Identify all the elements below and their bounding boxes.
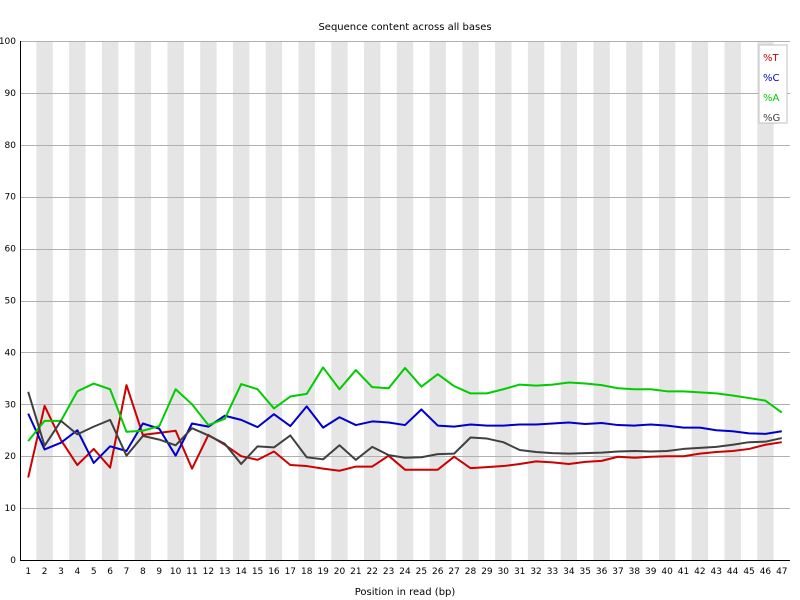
x-tick-label: 20 bbox=[334, 567, 346, 577]
band bbox=[167, 41, 184, 560]
chart-title: Sequence content across all bases bbox=[318, 22, 491, 33]
x-tick-label: 7 bbox=[124, 567, 130, 577]
band bbox=[691, 41, 709, 560]
x-tick-label: 25 bbox=[416, 567, 427, 577]
x-tick-label: 32 bbox=[530, 567, 541, 577]
x-tick-label: 5 bbox=[91, 567, 97, 577]
band bbox=[560, 41, 578, 560]
band bbox=[69, 41, 86, 560]
x-tick-label: 3 bbox=[58, 567, 64, 577]
x-tick-label: 8 bbox=[140, 567, 146, 577]
band bbox=[757, 41, 774, 560]
band bbox=[495, 41, 512, 560]
x-tick-label: 37 bbox=[612, 567, 623, 577]
band bbox=[658, 41, 676, 560]
series-line-pct-a bbox=[27, 366, 783, 442]
y-tick-label: 0 bbox=[10, 556, 16, 566]
legend-box bbox=[758, 44, 788, 124]
x-tick-label: 6 bbox=[107, 567, 113, 577]
band bbox=[298, 41, 315, 560]
series-lines bbox=[27, 366, 783, 478]
band bbox=[331, 41, 348, 560]
x-tick-label: 14 bbox=[235, 567, 247, 577]
x-tick-label: 38 bbox=[629, 567, 641, 577]
x-tick-label: 10 bbox=[170, 567, 182, 577]
y-tick-labels: 0 10 20 30 40 50 60 70 80 90 100 bbox=[0, 37, 16, 566]
x-tick-label: 1 bbox=[25, 567, 31, 577]
band bbox=[724, 41, 741, 560]
band bbox=[364, 41, 381, 560]
x-tick-label: 41 bbox=[678, 567, 689, 577]
y-tick-label: 40 bbox=[5, 348, 17, 358]
legend-entry: %T bbox=[763, 53, 780, 64]
y-tick-label: 60 bbox=[5, 245, 17, 255]
x-tick-label: 30 bbox=[498, 567, 510, 577]
legend: %T %C %A %G bbox=[758, 44, 788, 124]
legend-entry: %A bbox=[763, 93, 780, 104]
band bbox=[429, 41, 446, 560]
x-tick-label: 17 bbox=[285, 567, 296, 577]
x-tick-labels: 1 2 3 4 5 6 7 8 9 10 11 12 13 14 15 16 17 18 19 20 21 22 23 24 2… bbox=[25, 567, 787, 577]
x-tick-label: 44 bbox=[727, 567, 739, 577]
x-tick-label: 12 bbox=[203, 567, 214, 577]
x-tick-label: 9 bbox=[156, 567, 162, 577]
band bbox=[232, 41, 250, 560]
x-tick-label: 15 bbox=[252, 567, 263, 577]
band bbox=[200, 41, 217, 560]
x-tick-label: 34 bbox=[563, 567, 575, 577]
legend-entry: %G bbox=[763, 113, 780, 124]
x-tick-label: 2 bbox=[42, 567, 48, 577]
x-tick-label: 43 bbox=[711, 567, 722, 577]
x-tick-label: 47 bbox=[776, 567, 787, 577]
x-tick-label: 31 bbox=[514, 567, 525, 577]
x-tick-label: 42 bbox=[694, 567, 705, 577]
x-tick-label: 22 bbox=[367, 567, 378, 577]
x-tick-label: 16 bbox=[268, 567, 280, 577]
x-tick-label: 46 bbox=[760, 567, 772, 577]
y-tick-label: 80 bbox=[5, 141, 17, 151]
band bbox=[396, 41, 414, 560]
y-tick-label: 10 bbox=[5, 504, 17, 514]
y-tick-label: 90 bbox=[5, 89, 17, 99]
y-tick-label: 50 bbox=[5, 297, 17, 307]
band bbox=[36, 41, 53, 560]
x-tick-label: 33 bbox=[547, 567, 558, 577]
legend-entry: %C bbox=[763, 73, 780, 84]
x-tick-label: 4 bbox=[74, 567, 80, 577]
band bbox=[527, 41, 545, 560]
alternating-bands bbox=[36, 41, 774, 560]
x-tick-label: 18 bbox=[301, 567, 313, 577]
x-tick-label: 40 bbox=[661, 567, 673, 577]
y-tick-label: 100 bbox=[0, 37, 16, 47]
x-tick-label: 26 bbox=[432, 567, 444, 577]
x-tick-label: 11 bbox=[186, 567, 197, 577]
x-tick-label: 19 bbox=[317, 567, 329, 577]
x-tick-label: 36 bbox=[596, 567, 608, 577]
series-line-pct-g bbox=[27, 391, 783, 465]
x-tick-label: 13 bbox=[219, 567, 230, 577]
x-tick-label: 28 bbox=[465, 567, 477, 577]
band bbox=[593, 41, 610, 560]
series-line-pct-t bbox=[27, 384, 782, 478]
band bbox=[134, 41, 152, 560]
band bbox=[265, 41, 283, 560]
x-tick-label: 24 bbox=[399, 567, 411, 577]
x-tick-label: 45 bbox=[743, 567, 754, 577]
x-tick-label: 35 bbox=[579, 567, 590, 577]
axes bbox=[20, 41, 790, 561]
y-tick-label: 30 bbox=[5, 400, 17, 410]
x-tick-label: 27 bbox=[448, 567, 459, 577]
band bbox=[626, 41, 643, 560]
x-axis-label: Position in read (bp) bbox=[355, 587, 456, 598]
x-tick-label: 29 bbox=[481, 567, 493, 577]
band bbox=[462, 41, 479, 560]
band bbox=[101, 41, 119, 560]
y-tick-label: 70 bbox=[5, 193, 17, 203]
x-tick-label: 21 bbox=[350, 567, 361, 577]
x-tick-label: 39 bbox=[645, 567, 657, 577]
x-tick-label: 23 bbox=[383, 567, 394, 577]
y-tick-label: 20 bbox=[5, 452, 17, 462]
